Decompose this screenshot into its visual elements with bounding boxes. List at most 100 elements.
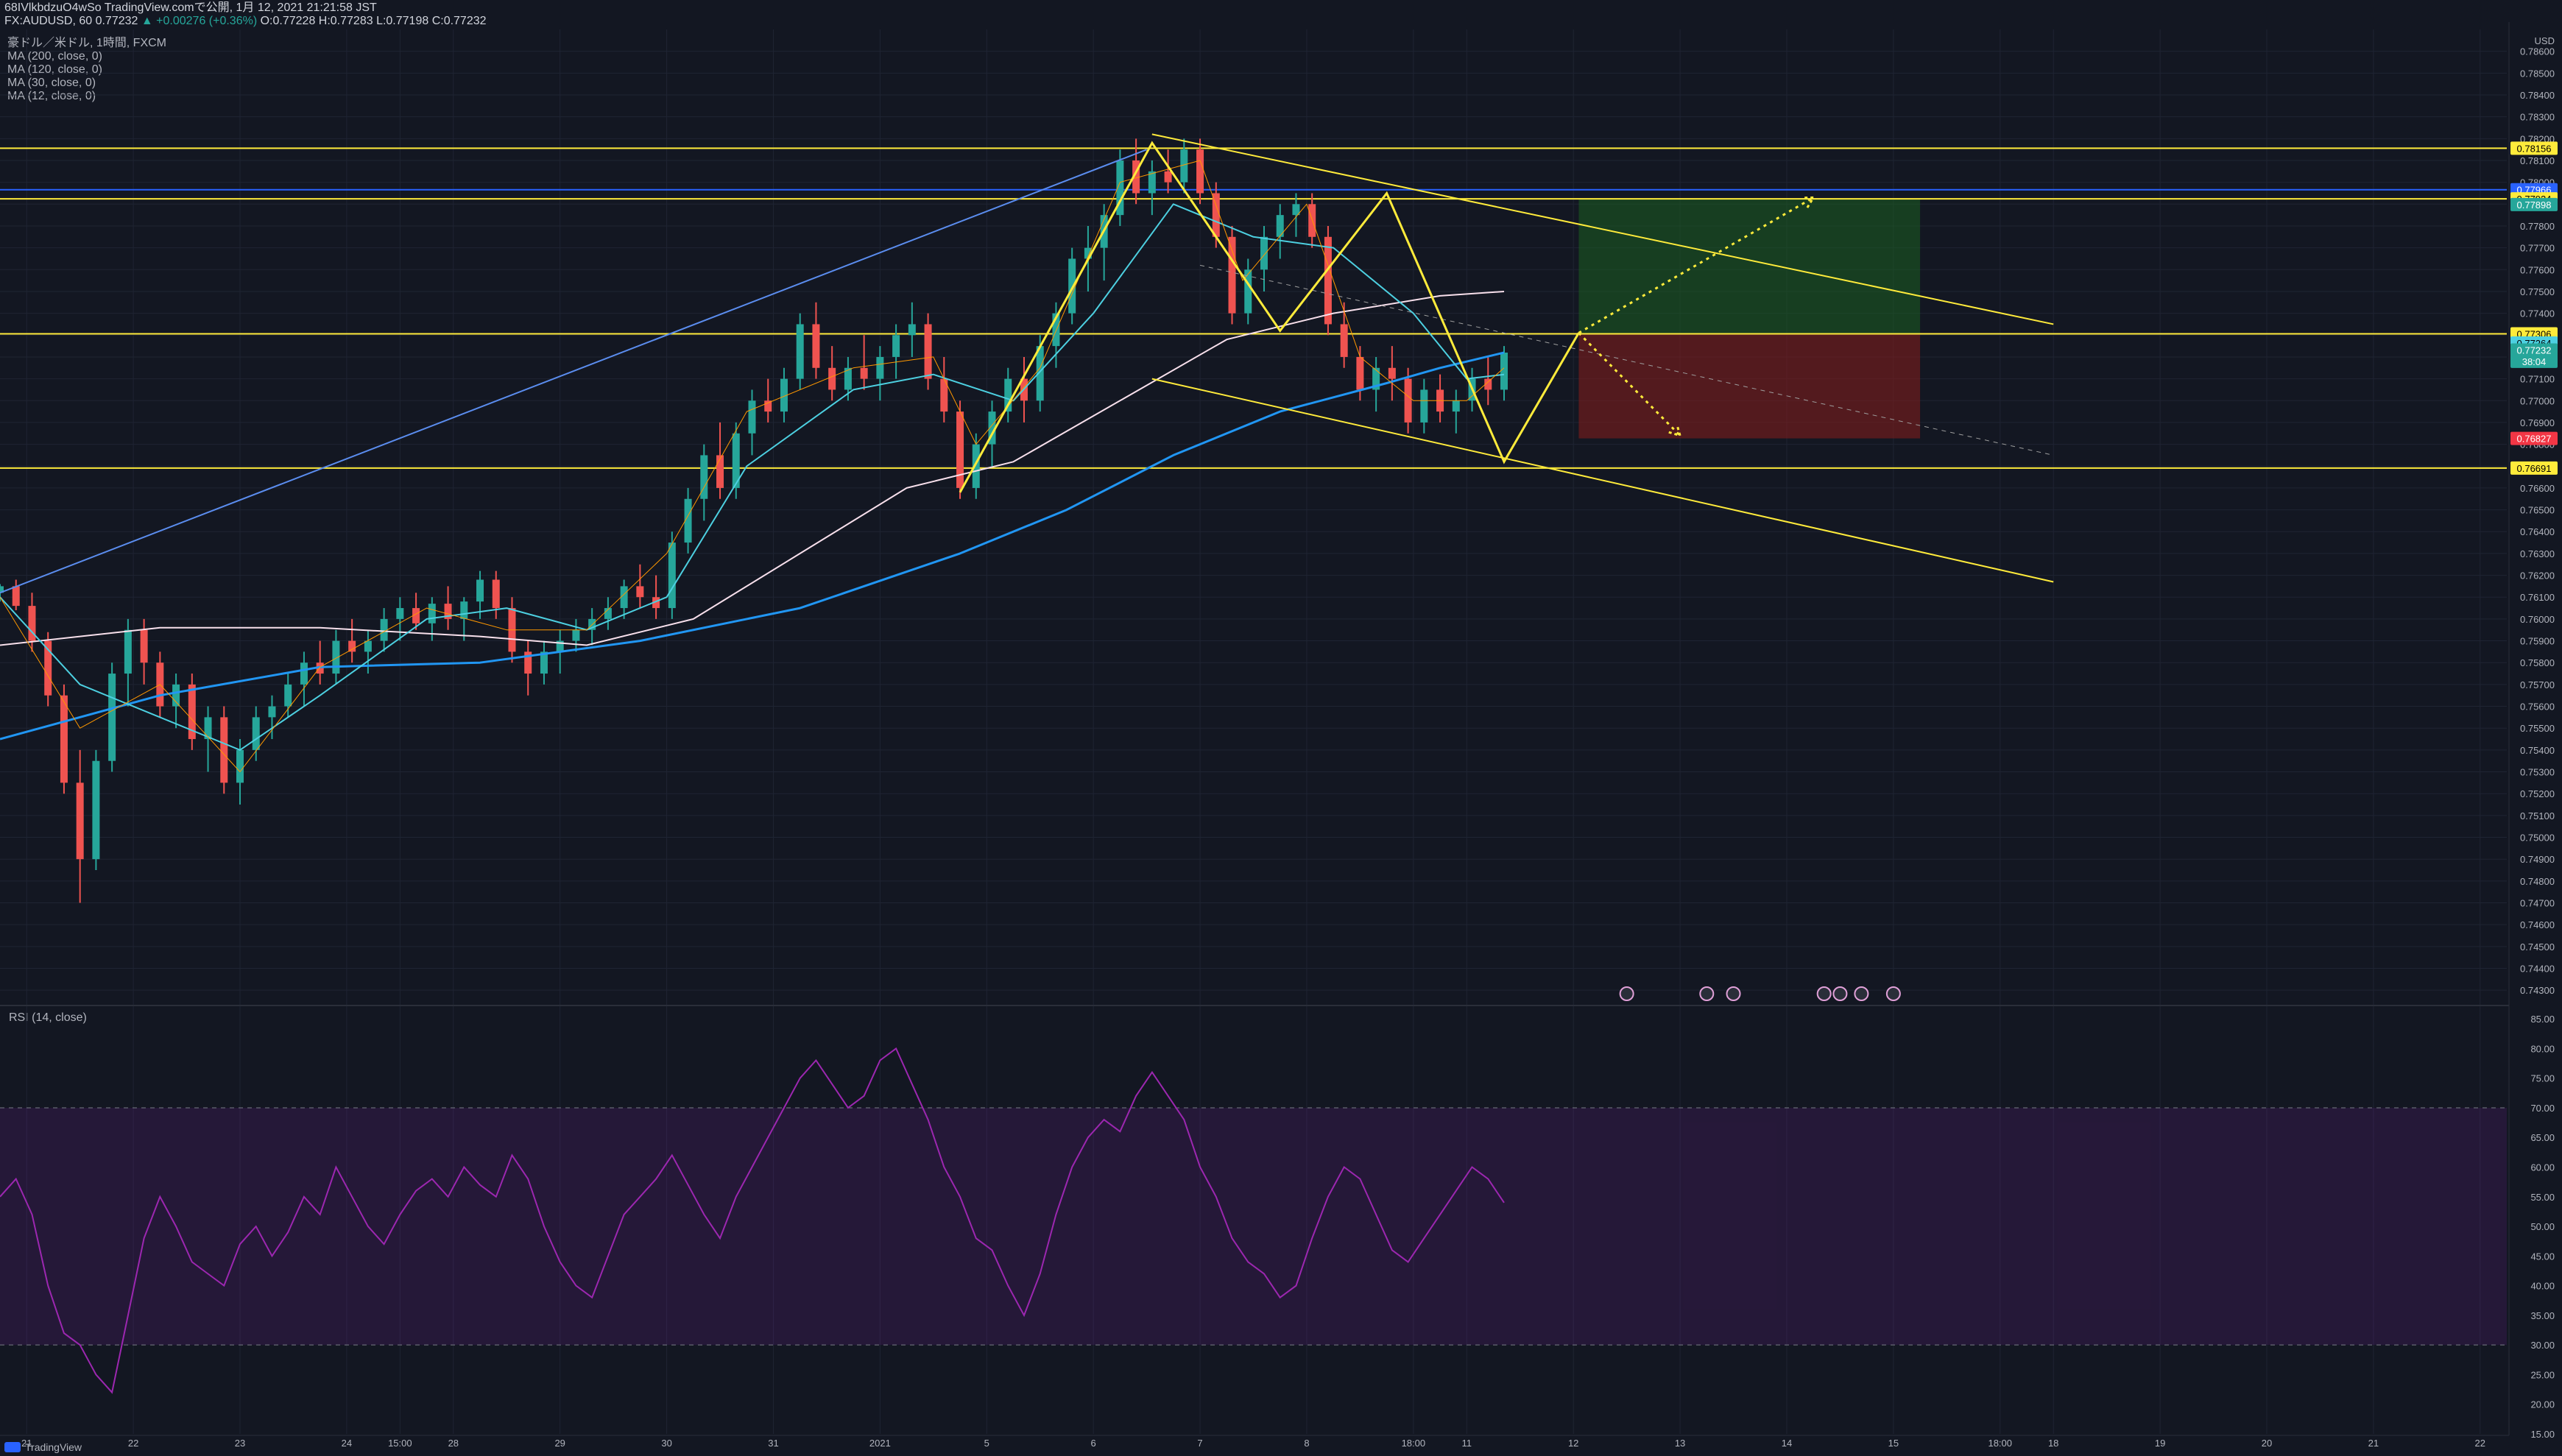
- price-labels: 0.781560.779660.779240.778980.773060.772…: [2510, 141, 2558, 475]
- rsi-tick-label: 60.00: [2530, 1162, 2555, 1173]
- trend-line: [1199, 264, 2054, 456]
- candle-body: [60, 695, 68, 783]
- candle-body: [620, 586, 628, 609]
- candles: [0, 138, 1508, 903]
- rsi-tick-label: 80.00: [2530, 1043, 2555, 1054]
- projection-arrow: [1578, 332, 1681, 437]
- candle-body: [924, 324, 932, 379]
- candle-body: [76, 782, 84, 860]
- change-value: ▲ +0.00276 (+0.36%): [141, 15, 258, 27]
- candle-body: [1228, 236, 1236, 314]
- price-tick-label: 0.74900: [2520, 854, 2555, 865]
- rsi-tick-label: 65.00: [2530, 1132, 2555, 1143]
- grid: [0, 22, 2510, 1436]
- time-tick-label: 21: [21, 1438, 32, 1449]
- price-tick-label: 0.75800: [2520, 657, 2555, 668]
- candle-body: [1116, 160, 1124, 216]
- candle-body: [844, 367, 852, 390]
- candle-body: [140, 629, 148, 663]
- time-tick-label: 14: [1782, 1438, 1792, 1449]
- price-tick-label: 0.76100: [2520, 592, 2555, 603]
- candle-body: [492, 579, 500, 609]
- indicator-ma120[interactable]: MA (120, close, 0): [7, 63, 102, 76]
- projection-arrow: [1578, 197, 1814, 334]
- loss-zone: [1578, 333, 1921, 439]
- time-tick-label: 11: [1462, 1438, 1472, 1449]
- candle-body: [908, 324, 916, 336]
- price-tick-label: 0.75300: [2520, 767, 2555, 778]
- publisher-line: 68IVlkbdzuO4wSo TradingView.comで公開, 1月 1…: [4, 1, 377, 14]
- price-label-text: 0.76691: [2517, 463, 2552, 474]
- indicator-ma12[interactable]: MA (12, close, 0): [7, 90, 96, 102]
- time-tick-label: 15: [1888, 1438, 1899, 1449]
- price-tick-label: 0.75000: [2520, 833, 2555, 844]
- ma120-line: [0, 291, 1505, 646]
- price-tick-label: 0.74600: [2520, 919, 2555, 930]
- event-icon: [1699, 986, 1715, 1001]
- rsi-label[interactable]: RSI (14, close): [9, 1011, 87, 1024]
- event-icon: [1816, 986, 1832, 1001]
- price-label-box: [2510, 141, 2558, 155]
- candle-body: [1148, 171, 1156, 194]
- candle-body: [12, 586, 20, 607]
- price-tick-label: 0.74700: [2520, 898, 2555, 909]
- time-tick-label: 22: [2475, 1438, 2485, 1449]
- candle-body: [108, 674, 116, 761]
- candle-body: [396, 608, 404, 619]
- price-tick-label: 0.75900: [2520, 636, 2555, 647]
- rsi-tick-label: 35.00: [2530, 1310, 2555, 1321]
- time-tick-label: 24: [342, 1438, 352, 1449]
- indicator-ma200[interactable]: MA (200, close, 0): [7, 50, 102, 63]
- price-tick-label: 0.74300: [2520, 985, 2555, 996]
- candle-body: [1500, 353, 1508, 390]
- price-tick-label: 0.77000: [2520, 395, 2555, 406]
- rsi-tick-label: 75.00: [2530, 1073, 2555, 1084]
- candle-body: [1180, 149, 1188, 183]
- candle-body: [124, 629, 132, 674]
- candle-body: [796, 324, 804, 379]
- candle-body: [268, 706, 276, 718]
- candle-body: [1484, 378, 1492, 390]
- price-tick-label: 0.76200: [2520, 570, 2555, 582]
- price-tick-label: 0.78100: [2520, 155, 2555, 166]
- candle-body: [92, 760, 100, 860]
- trend-line: [0, 149, 1147, 594]
- time-tick-label: 23: [235, 1438, 245, 1449]
- instrument-title: 豪ドル／米ドル, 1時間, FXCM: [7, 37, 167, 49]
- candle-body: [1132, 160, 1140, 194]
- candle-body: [412, 608, 420, 623]
- candle-body: [28, 606, 36, 641]
- candle-body: [668, 543, 676, 609]
- price-tick-label: 0.76300: [2520, 548, 2555, 559]
- candle-body: [940, 378, 948, 412]
- candle-body: [540, 651, 548, 674]
- event-icon: [1885, 986, 1901, 1001]
- candle-body: [812, 324, 820, 368]
- profit-zone: [1578, 199, 1921, 334]
- event-icon: [1726, 986, 1741, 1001]
- rsi-tick-label: 45.00: [2530, 1251, 2555, 1262]
- time-tick-label: 30: [661, 1438, 671, 1449]
- time-tick-label: 8: [1304, 1438, 1309, 1449]
- price-label-box: [2510, 461, 2558, 475]
- candle-body: [1084, 247, 1092, 259]
- candle-body: [524, 651, 532, 674]
- candle-body: [572, 629, 580, 641]
- time-tick-label: 13: [1675, 1438, 1685, 1449]
- candle-body: [1212, 193, 1220, 237]
- candle-body: [44, 640, 52, 696]
- time-tick-label: 2021: [869, 1438, 891, 1449]
- price-tick-label: 0.78400: [2520, 90, 2555, 101]
- candle-body: [428, 604, 436, 623]
- candle-body: [236, 749, 244, 783]
- price-tick-label: 0.75700: [2520, 679, 2555, 690]
- projection-arrowhead: [1801, 196, 1815, 208]
- candle-body: [1340, 324, 1348, 357]
- symbol-line: FX:AUDUSD, 60 0.77232: [4, 15, 138, 27]
- candle-body: [1372, 367, 1380, 390]
- candle-body: [332, 640, 340, 674]
- indicator-ma30[interactable]: MA (30, close, 0): [7, 77, 96, 89]
- time-tick-label: 18:00: [1402, 1438, 1426, 1449]
- price-label-text: 0.77898: [2517, 199, 2552, 211]
